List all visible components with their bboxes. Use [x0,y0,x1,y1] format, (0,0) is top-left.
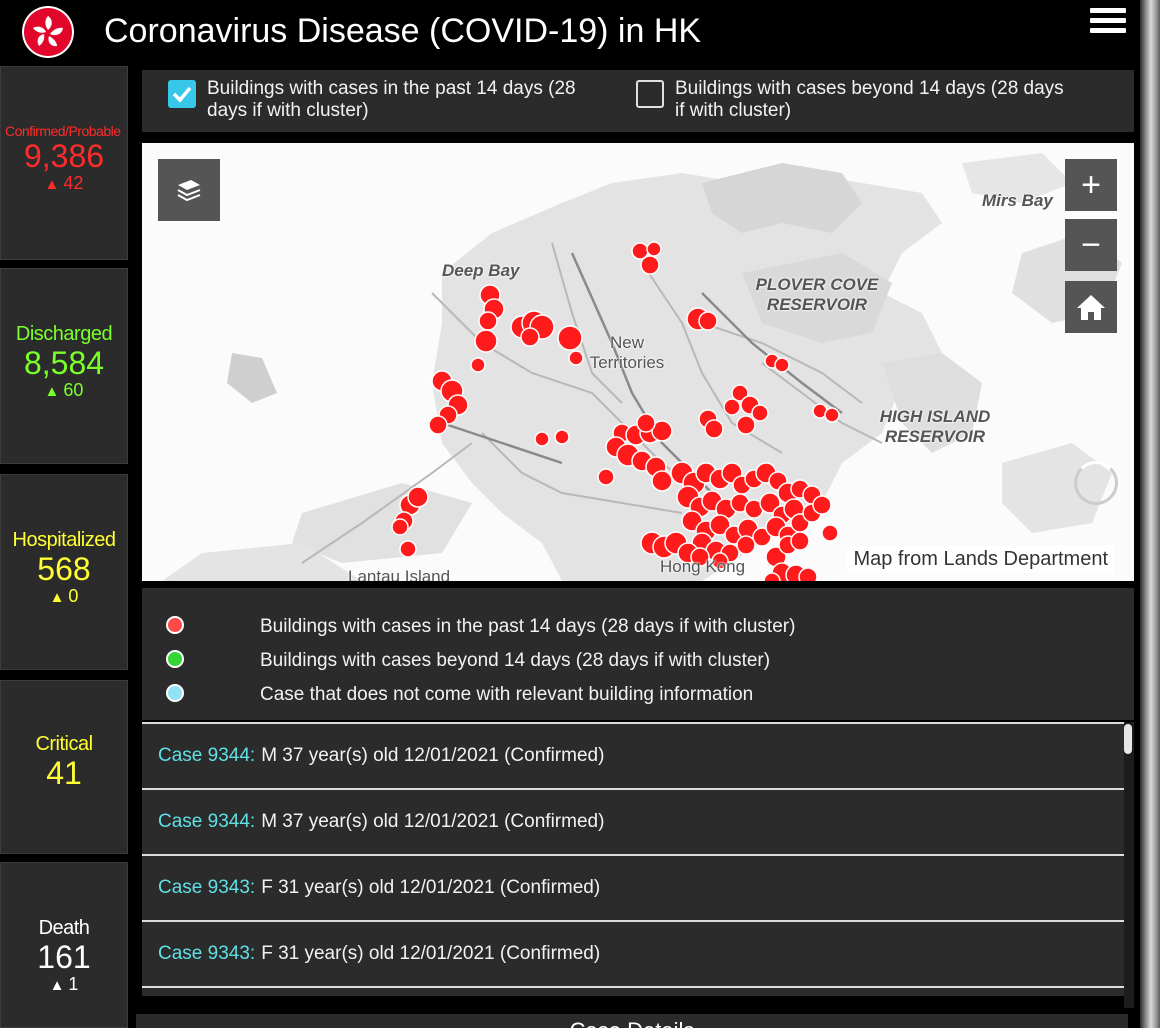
map-basemap [142,143,1134,581]
case-list[interactable]: Case 9344: M 37 year(s) old 12/01/2021 (… [142,722,1124,996]
case-detail: F 31 year(s) old 12/01/2021 (Confirmed) [261,877,601,898]
cyan-dot-icon [166,684,184,702]
bauhinia-emblem-icon [22,6,74,58]
case-detail: F 31 year(s) old 12/01/2021 (Confirmed) [261,943,601,964]
scrollbar-thumb[interactable] [1124,724,1132,754]
legend-item: Case that does not come with relevant bu… [142,678,1134,712]
stat-discharged-value: 8,584 [23,345,105,381]
stat-discharged[interactable]: Discharged 8,584 ▲ 60 [0,268,128,464]
basemap-toggle-icon [177,180,201,202]
map-label-high-island: HIGH ISLAND RESERVOIR [879,407,991,446]
stat-hospitalized-label: Hospitalized [12,529,116,551]
filter-recent-cases[interactable]: Buildings with cases in the past 14 days… [168,78,588,122]
stat-critical[interactable]: Critical 41 [0,680,128,854]
app-header: Coronavirus Disease (COVID-19) in HK [0,0,1140,66]
map-label-deep-bay: Deep Bay [442,261,520,280]
checkbox-recent-cases[interactable] [168,80,196,108]
stat-hospitalized-delta: ▲ 0 [49,586,79,606]
hamburger-menu-icon[interactable] [1090,8,1126,38]
zoom-in-button[interactable]: + [1065,159,1117,211]
map-label-mirs-bay: Mirs Bay [982,191,1053,210]
case-list-item[interactable]: Case 9343: F 31 year(s) old 12/01/2021 (… [142,920,1124,986]
red-dot-icon [166,616,184,634]
green-dot-icon [166,650,184,668]
stat-confirmed[interactable]: Confirmed/Probable 9,386 ▲ 42 [0,66,128,260]
filter-older-cases[interactable]: Buildings with cases beyond 14 days (28 … [636,78,1076,122]
case-detail: M 37 year(s) old 12/01/2021 (Confirmed) [261,745,605,766]
legend-item: Buildings with cases in the past 14 days… [142,610,1134,644]
stat-death-value: 161 [37,939,91,975]
stat-death[interactable]: Death 161 ▲ 1 [0,862,128,1028]
zoom-out-button[interactable]: − [1065,219,1117,271]
case-list-scrollbar[interactable] [1124,722,1134,1008]
case-list-item[interactable]: Case 9343: F 31 year(s) old 12/01/2021 (… [142,854,1124,920]
basemap-toggle-button[interactable] [158,159,220,221]
zoom-out-icon: − [1081,226,1101,264]
legend-item: Buildings with cases beyond 14 days (28 … [142,644,1134,678]
stat-death-label: Death [38,917,90,939]
window-edge [1140,0,1160,1028]
case-id: Case 9344: [158,745,256,766]
map-label-lantau: Lantau Island [348,567,451,581]
increase-triangle-icon: ▲ [44,176,60,193]
stat-death-delta: ▲ 1 [49,974,79,994]
loading-spinner-icon [1074,461,1118,505]
map-label-new-territories: New Territories [589,333,665,372]
filter-recent-cases-label: Buildings with cases in the past 14 days… [207,78,576,121]
case-detail: M 37 year(s) old 12/01/2021 (Confirmed) [261,811,605,832]
stat-discharged-delta: ▲ 60 [44,380,84,400]
case-list-item[interactable]: Case 9344: M 37 year(s) old 12/01/2021 (… [142,788,1124,854]
map-attribution: Map from Lands Department [847,546,1114,573]
case-details-button[interactable]: Case Details [136,1014,1128,1028]
stat-critical-label: Critical [35,733,93,755]
stat-confirmed-delta: ▲ 42 [44,173,84,193]
legend-label: Buildings with cases beyond 14 days (28 … [260,650,771,671]
map-label-plover-cove: PLOVER COVE RESERVOIR [755,275,879,314]
page-title: Coronavirus Disease (COVID-19) in HK [104,12,702,50]
zoom-in-icon: + [1081,166,1101,204]
stat-hospitalized-value: 568 [37,551,91,587]
increase-triangle-icon: ▲ [49,589,65,606]
filter-older-cases-label: Buildings with cases beyond 14 days (28 … [675,78,1064,121]
stat-confirmed-label: Confirmed/Probable [5,123,121,139]
checkbox-older-cases[interactable] [636,80,664,108]
case-id: Case 9343: [158,877,256,898]
layer-filter-bar: Buildings with cases in the past 14 days… [142,70,1134,132]
stat-discharged-label: Discharged [15,323,113,345]
stat-critical-value: 41 [46,755,82,791]
increase-triangle-icon: ▲ [49,977,65,994]
stat-hospitalized[interactable]: Hospitalized 568 ▲ 0 [0,474,128,670]
case-details-label: Case Details [570,1018,695,1028]
home-icon [1077,295,1105,320]
case-map[interactable]: Deep Bay Mirs Bay PLOVER COVE RESERVOIR … [142,143,1134,581]
map-legend: Buildings with cases in the past 14 days… [142,588,1134,720]
stat-confirmed-value: 9,386 [23,138,105,174]
case-id: Case 9343: [158,943,256,964]
case-list-item[interactable]: Case 9344: M 37 year(s) old 12/01/2021 (… [142,722,1124,788]
increase-triangle-icon: ▲ [44,383,60,400]
case-id: Case 9344: [158,811,256,832]
map-label-hong-kong: Hong Kong [660,557,746,576]
home-button[interactable] [1065,281,1117,333]
legend-label: Case that does not come with relevant bu… [260,684,754,705]
case-list-item[interactable] [142,986,1124,994]
legend-label: Buildings with cases in the past 14 days… [260,616,796,637]
